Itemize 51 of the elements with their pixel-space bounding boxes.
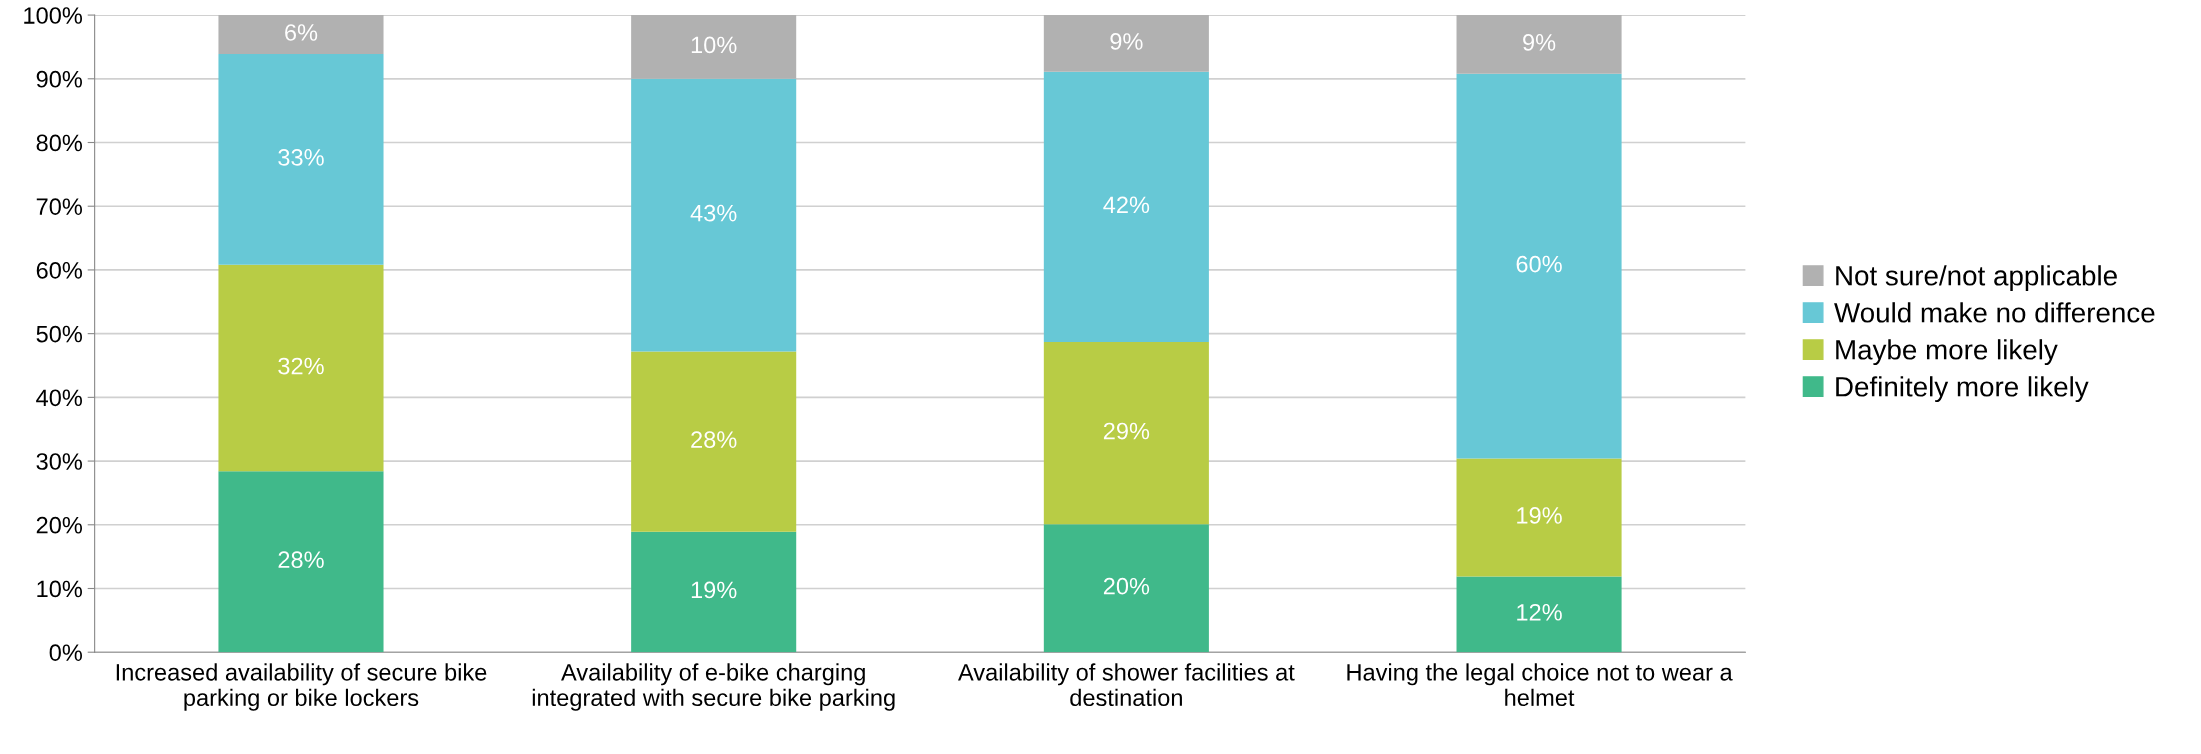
data-label: 43%	[690, 204, 737, 222]
y-tick-label: 80%	[36, 134, 82, 152]
y-tick-label: 50%	[36, 325, 82, 343]
data-label: 42%	[1103, 196, 1150, 214]
legend-label: Would make no difference	[1834, 302, 2155, 323]
bar	[631, 351, 797, 532]
data-label: 33%	[278, 149, 324, 166]
bar	[631, 78, 797, 352]
bar	[1043, 341, 1209, 525]
y-tick-label: 10%	[37, 580, 82, 598]
data-label: 60%	[1516, 255, 1562, 273]
legend-label: Maybe more likely	[1836, 339, 2058, 366]
data-label: 6%	[285, 24, 318, 41]
y-tick-label: 70%	[36, 198, 82, 216]
bar	[631, 531, 797, 653]
y-tick-label: 90%	[36, 70, 82, 88]
bar	[1456, 458, 1622, 577]
bar	[218, 264, 384, 472]
y-tick-label: 20%	[36, 516, 82, 534]
x-tick-label: Availability of shower facilities at destination	[958, 663, 1295, 707]
data-label: 12%	[1517, 603, 1562, 621]
bar	[1043, 524, 1209, 653]
x-tick-label: Increased availability of secure bike parking or bike lockers	[116, 663, 487, 711]
data-label: 32%	[278, 357, 324, 375]
y-tick-label: 60%	[36, 262, 82, 279]
bar	[1456, 73, 1622, 459]
legend-label: Definitely more likely	[1836, 376, 2089, 403]
bar	[1043, 15, 1209, 72]
bar	[218, 471, 384, 653]
data-label: 10%	[691, 36, 737, 54]
x-tick-label: Availability of e-bike charging integrated with secure bike parking	[532, 663, 895, 711]
bar	[218, 15, 384, 54]
y-tick-label: 30%	[36, 453, 82, 470]
x-tick-label: Having the legal choice not to wear a helmet	[1347, 663, 1733, 707]
y-tick-label: 100%	[24, 7, 82, 24]
data-label: 28%	[691, 431, 737, 448]
bar	[218, 53, 384, 265]
y-tick-label: 0%	[49, 644, 82, 661]
bar	[631, 15, 797, 79]
data-label: 9%	[1523, 34, 1556, 51]
data-label: 20%	[1103, 577, 1150, 595]
bar	[1456, 576, 1622, 653]
bar	[1043, 71, 1209, 342]
y-tick-label: 40%	[36, 389, 82, 407]
data-label: 19%	[691, 581, 737, 599]
bar	[1456, 15, 1622, 74]
data-label: 29%	[1103, 422, 1150, 440]
data-label: 19%	[1517, 507, 1562, 524]
data-label: 28%	[278, 551, 324, 569]
legend-label: Not sure/not applicable	[1836, 265, 2117, 292]
data-label: 9%	[1110, 33, 1143, 50]
